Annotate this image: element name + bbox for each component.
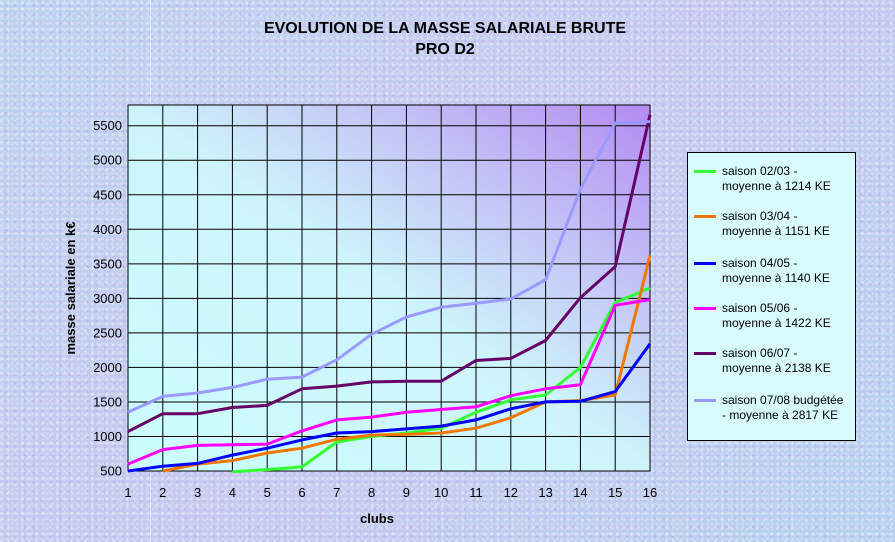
x-tick-label: 13 (538, 485, 552, 500)
legend-label: saison 04/05 - moyenne à 1140 KE (722, 256, 830, 285)
x-tick-label: 4 (229, 485, 236, 500)
x-tick-label: 9 (403, 485, 410, 500)
series-line-1 (232, 286, 651, 474)
legend-item-4: saison 05/06 - moyenne à 1422 KE (694, 301, 854, 337)
chart-title-line-2: PRO D2 (415, 41, 475, 58)
x-tick-label: 1 (124, 485, 131, 500)
series-line-3 (127, 343, 652, 473)
series-line-6 (127, 120, 651, 414)
legend-item-6: saison 07/08 budgétée - moyenne à 2817 K… (694, 393, 854, 429)
y-tick-label: 1500 (93, 394, 122, 409)
y-tick-label: 3500 (93, 256, 122, 271)
x-tick-label: 3 (194, 485, 201, 500)
y-tick-label: 500 (100, 464, 122, 479)
x-tick-label: 14 (573, 485, 587, 500)
legend-item-3: saison 04/05 - moyenne à 1140 KE (694, 256, 854, 292)
x-tick-label: 8 (368, 485, 375, 500)
legend-swatch (694, 170, 716, 173)
x-tick-label: 15 (608, 485, 622, 500)
x-tick-label: 6 (298, 485, 305, 500)
series-line-4 (127, 298, 651, 466)
y-tick-label: 2000 (93, 360, 122, 375)
legend-item-2: saison 03/04 - moyenne à 1151 KE (694, 209, 854, 245)
legend-swatch (694, 352, 716, 355)
legend-label: saison 05/06 - moyenne à 1422 KE (722, 301, 831, 330)
legend-swatch (694, 307, 716, 310)
legend-item-1: saison 02/03 - moyenne à 1214 KE (694, 164, 854, 200)
chart-legend: saison 02/03 - moyenne à 1214 KE saison 0… (687, 152, 856, 441)
legend-swatch (694, 215, 716, 218)
legend-item-5: saison 06/07 - moyenne à 2138 KE (694, 346, 854, 382)
legend-label: saison 07/08 budgétée - moyenne à 2817 K… (722, 393, 844, 422)
x-tick-label: 16 (643, 485, 657, 500)
x-tick-label: 11 (469, 485, 483, 500)
y-axis-label: masse salariale en k€ (63, 222, 78, 355)
legend-label: saison 06/07 - moyenne à 2138 KE (722, 346, 831, 375)
x-tick-label: 5 (264, 485, 271, 500)
chart-title-line-1: EVOLUTION DE LA MASSE SALARIALE BRUTE (263, 20, 627, 37)
y-tick-label: 4500 (93, 187, 122, 202)
y-tick-label: 2500 (93, 325, 122, 340)
x-tick-label: 2 (159, 485, 166, 500)
y-tick-label: 1000 (93, 429, 122, 444)
y-tick-label: 4000 (93, 222, 122, 237)
chart-title: EVOLUTION DE LA MASSE SALARIALE BRUTE PR… (150, 18, 740, 60)
legend-swatch (694, 262, 716, 265)
y-tick-label: 5500 (93, 118, 122, 133)
x-tick-label: 7 (333, 485, 340, 500)
legend-label: saison 03/04 - moyenne à 1151 KE (722, 209, 830, 238)
y-tick-label: 5000 (93, 153, 122, 168)
x-tick-label: 12 (504, 485, 518, 500)
x-axis-label: clubs (360, 511, 394, 526)
y-tick-label: 3000 (93, 291, 122, 306)
series-line-5 (127, 114, 652, 433)
legend-label: saison 02/03 - moyenne à 1214 KE (722, 164, 831, 193)
legend-swatch (694, 399, 716, 402)
x-tick-label: 10 (434, 485, 448, 500)
